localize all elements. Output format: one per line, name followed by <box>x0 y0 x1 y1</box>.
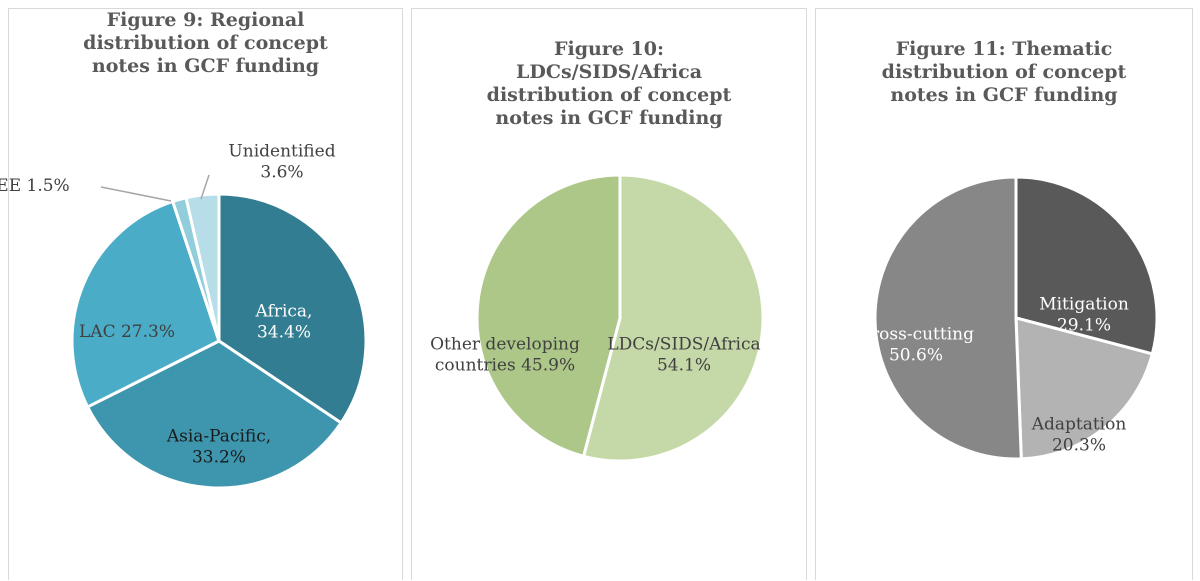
figure-10-title-line: LDCs/SIDS/Africa <box>515 61 703 83</box>
data-label-asia-pacific: Asia-Pacific, 33.2% <box>166 427 271 468</box>
figure-10-pie-chart: LDCs/SIDS/Africa 54.1% Other developing cou… <box>430 173 765 463</box>
data-label-lac: LAC 27.3% <box>79 322 175 342</box>
figure-9-title: Figure 9: Regional distribution of conce… <box>9 9 402 78</box>
figure-9-title-line: Figure 9: Regional <box>106 9 305 31</box>
data-label-ee: EE 1.5% <box>0 176 70 196</box>
pie-slice-lac <box>70 199 221 409</box>
data-label-mitigation: Mitigation 29.1% <box>1039 295 1129 336</box>
pie-slice-cross-cutting <box>873 175 1023 461</box>
data-label-cross-cutting: Cross-cutting 50.6% <box>858 325 974 366</box>
figure-10-title: Figure 10: LDCs/SIDS/Africa distribution… <box>412 38 806 130</box>
pie-slice-mitigation <box>1014 175 1159 356</box>
pie-slice-other-developing-countries <box>475 173 622 459</box>
figure-11-title-line: distribution of concept <box>881 61 1127 83</box>
pie-slice-africa <box>217 192 368 425</box>
data-label-ldcs-sids-africa: LDCs/SIDS/Africa 54.1% <box>607 335 760 376</box>
figure-10-title-line: Figure 10: <box>554 38 664 60</box>
data-label-unidentified: Unidentified 3.6% <box>228 142 335 183</box>
figure-11-title-line: Figure 11: Thematic <box>895 38 1113 60</box>
figure-9-pie-chart: Africa, 34.4% Asia-Pacific, 33.2% LAC 27.3% E… <box>0 142 368 490</box>
figure-11-title-line: notes in GCF funding <box>890 84 1118 106</box>
figure-11-pie-chart: Mitigation 29.1% Adaptation 20.3% Cross-cutt… <box>858 175 1159 461</box>
pie-slice-asia-pacific <box>85 339 344 490</box>
figure-10-title-line: notes in GCF funding <box>495 107 723 129</box>
leader-line-unidentified <box>200 174 210 200</box>
figure-9-title-line: distribution of concept <box>83 32 328 54</box>
figure-11-title: Figure 11: Thematic distribution of conc… <box>816 38 1192 107</box>
figure-10-panel: Figure 10: LDCs/SIDS/Africa distribution… <box>411 8 807 580</box>
pie-slice-ldcs-sids-africa <box>581 173 765 463</box>
leader-line-ee <box>100 186 172 202</box>
figure-9-title-line: notes in GCF funding <box>91 55 320 77</box>
figure-10-title-line: distribution of concept <box>486 84 732 106</box>
figure-9-panel: Figure 9: Regional distribution of conce… <box>0 8 403 580</box>
data-label-other-developing-countries: Other developing countries 45.9% <box>430 335 580 376</box>
pie-slice-adaptation <box>1014 316 1155 461</box>
figure-11-panel: Figure 11: Thematic distribution of conc… <box>815 8 1193 580</box>
data-label-adaptation: Adaptation 20.3% <box>1031 415 1127 456</box>
data-label-africa: Africa, 34.4% <box>255 302 313 343</box>
